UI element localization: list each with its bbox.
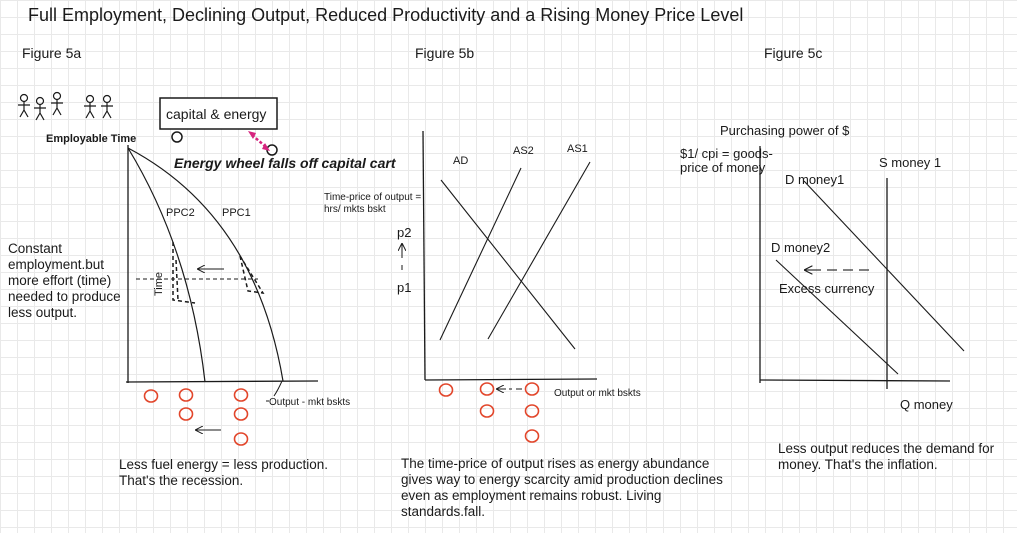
employable-time-label: Employable Time <box>46 133 136 145</box>
q-money-label: Q money <box>900 397 953 412</box>
double-arrow-icon <box>251 134 267 148</box>
ppc1-label: PPC1 <box>222 207 251 219</box>
fig5b-caption: The time-price of output rises as energy… <box>401 456 723 519</box>
s-money-label: S money 1 <box>879 155 941 170</box>
d-money2-label: D money2 <box>771 240 830 255</box>
fig5a-x-axis <box>125 380 319 383</box>
capital-box-label: capital & energy <box>166 106 266 122</box>
p1-label: p1 <box>397 280 411 295</box>
figure-5b-label: Figure 5b <box>415 45 475 61</box>
output-circles-5b <box>438 382 540 443</box>
as1-label: AS1 <box>567 143 588 155</box>
fig5b-y-axis <box>422 130 426 381</box>
output-circles-5a <box>143 388 249 446</box>
d-money2-curve <box>775 259 899 375</box>
capital-box <box>159 97 278 130</box>
d-money1-curve <box>803 180 965 352</box>
excess-currency-label: Excess currency <box>779 281 875 296</box>
fig5c-x-axis <box>759 379 951 382</box>
ppc1-curve <box>127 147 284 382</box>
d-money1-label: D money1 <box>785 172 844 187</box>
figure-5a-label: Figure 5a <box>22 45 82 61</box>
purchasing-power-label: Purchasing power of $ <box>720 123 850 138</box>
energy-wheel-label: Energy wheel falls off capital cart <box>174 155 397 171</box>
fig5b-x-axis <box>424 378 598 381</box>
arrowhead-icon <box>248 131 256 139</box>
ad-label: AD <box>453 155 468 167</box>
p2-label: p2 <box>397 225 411 240</box>
fig5b-output-axis-label: Output or mkt bskts <box>554 388 641 399</box>
fig5a-dashed-triangles <box>136 242 265 304</box>
fig5a-side-note: Constant employment.but more effort (tim… <box>8 241 121 320</box>
fig5c-caption: Less output reduces the demand for money… <box>778 441 995 472</box>
page-title: Full Employment, Declining Output, Reduc… <box>28 5 744 25</box>
ad-curve <box>440 179 576 350</box>
figure-5c-label: Figure 5c <box>764 45 823 61</box>
fig5b-time-price-label: Time-price of output = hrs/ mkts bskt <box>324 192 422 215</box>
ppc2-curve <box>127 147 206 383</box>
fig5a-caption: Less fuel energy = less production. That… <box>119 457 328 488</box>
fig5a-output-axis-label: Output - mkt bskts <box>269 397 350 408</box>
as1-curve <box>487 161 591 340</box>
stick-figures-icon <box>18 91 113 121</box>
as2-curve <box>439 167 522 341</box>
arrowhead-icon <box>262 143 270 151</box>
fig5c-cpi-label: $1/ cpi = goods-price of money <box>680 146 773 175</box>
as2-label: AS2 <box>513 145 534 157</box>
cart-wheel-icon <box>171 131 183 143</box>
fig5a-time-label: Time <box>153 272 165 296</box>
ppc2-label: PPC2 <box>166 207 195 219</box>
